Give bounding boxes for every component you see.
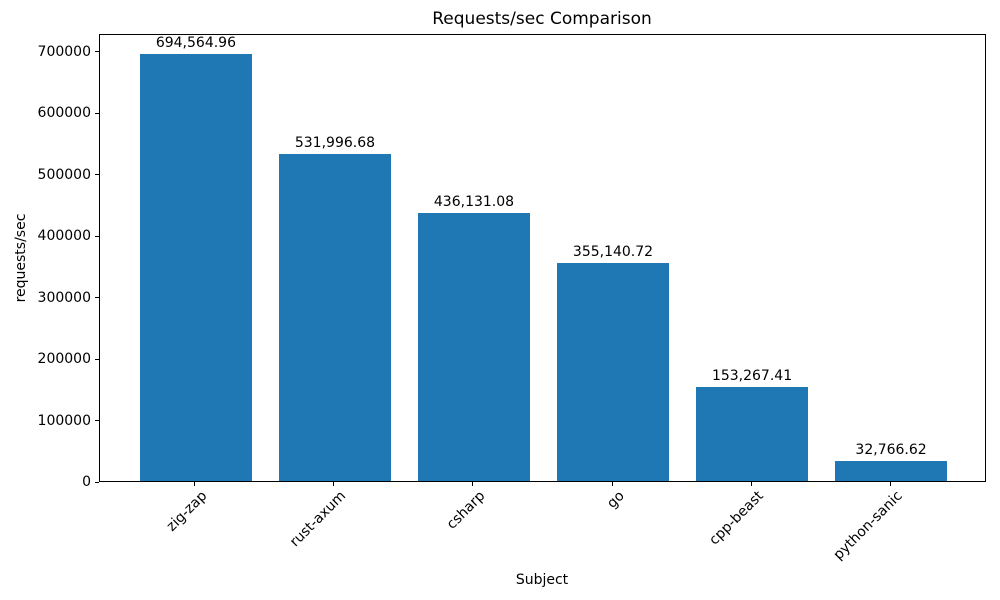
y-tick-label: 300000: [37, 289, 91, 306]
y-tick-label: 500000: [37, 166, 91, 183]
bar-value-label: 531,996.68: [294, 135, 376, 152]
bar-cpp-beast: [696, 386, 808, 481]
bar-value-label: 32,766.62: [855, 441, 927, 458]
bar-go: [557, 262, 669, 481]
x-tick-label: csharp: [443, 488, 489, 533]
bar-csharp: [418, 213, 530, 481]
x-tick-mark: [611, 482, 613, 486]
y-tick-mark: [95, 51, 99, 53]
y-tick-label: 400000: [37, 228, 91, 245]
bar-value-label: 355,140.72: [572, 243, 654, 260]
x-tick-label: zig-zap: [163, 488, 211, 535]
x-axis-label: Subject: [515, 572, 569, 588]
x-tick-label: cpp-beast: [705, 488, 767, 549]
chart-title: Requests/sec Comparison: [432, 9, 652, 29]
y-tick-mark: [95, 112, 99, 114]
y-tick-label: 100000: [37, 412, 91, 429]
bar-zig-zap: [140, 54, 252, 481]
x-tick-label: rust-axum: [287, 488, 350, 551]
x-tick-mark: [194, 482, 196, 486]
y-tick-mark: [95, 358, 99, 360]
y-tick-mark: [95, 235, 99, 237]
bar-value-label: 694,564.96: [155, 35, 237, 52]
y-tick-mark: [95, 174, 99, 176]
bar-value-label: 153,267.41: [711, 367, 793, 384]
x-tick-mark: [750, 482, 752, 486]
y-tick-mark: [95, 481, 99, 483]
plot-area: 694,564.96 531,996.68 436,131.08 355,140.72…: [99, 34, 986, 482]
y-tick-label: 0: [82, 474, 91, 490]
y-tick-label: 600000: [37, 105, 91, 122]
x-tick-mark: [333, 482, 335, 486]
y-tick-label: 200000: [37, 351, 91, 368]
y-tick-mark: [95, 420, 99, 422]
bar-rust-axum: [279, 154, 391, 481]
y-tick-mark: [95, 297, 99, 299]
x-tick-mark: [889, 482, 891, 486]
bar-value-label: 436,131.08: [433, 194, 515, 211]
y-axis-label: requests/sec: [13, 213, 29, 303]
x-tick-label: go: [603, 488, 628, 512]
bar-python-sanic: [835, 460, 947, 481]
x-tick-label: python-sanic: [830, 488, 906, 564]
x-tick-mark: [472, 482, 474, 486]
y-tick-label: 700000: [37, 43, 91, 60]
